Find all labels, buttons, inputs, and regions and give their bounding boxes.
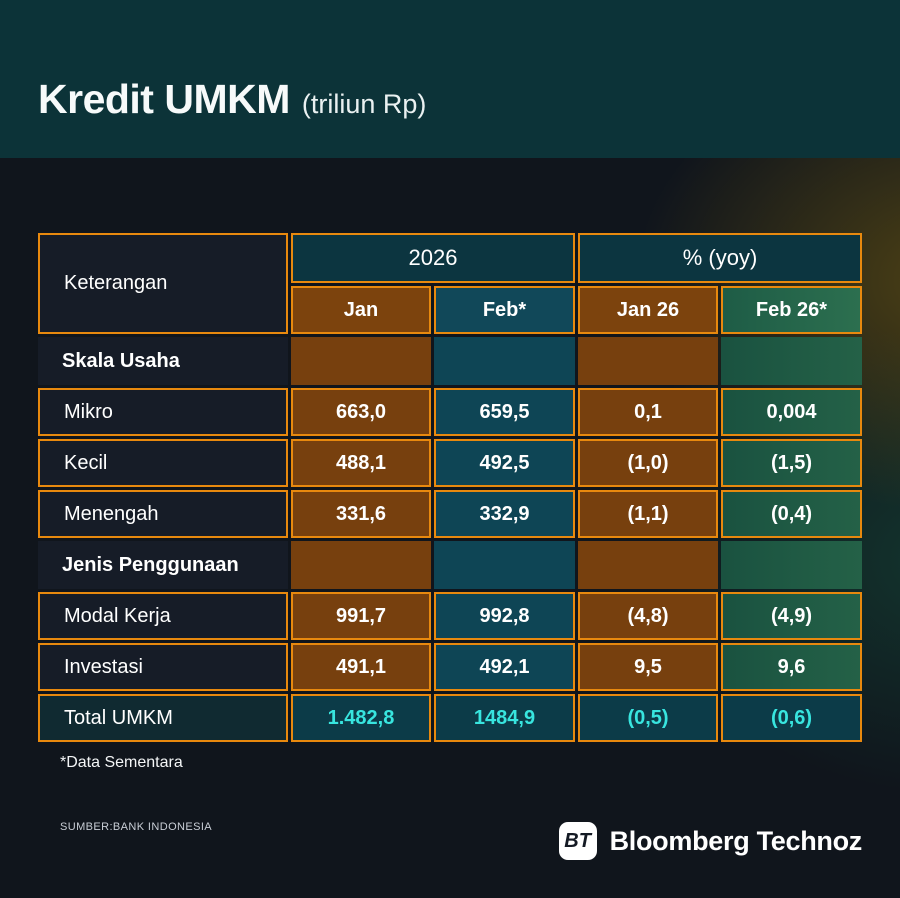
total-value-cell: 1484,9 xyxy=(434,694,575,742)
table-corner-label: Keterangan xyxy=(38,233,288,334)
title-unit: (triliun Rp) xyxy=(301,89,427,119)
total-value-cell: 1.482,8 xyxy=(291,694,431,742)
value-cell: 9,6 xyxy=(721,643,862,691)
value-cell: 332,9 xyxy=(434,490,575,538)
column-group-2026: 2026 xyxy=(291,233,575,283)
value-cell: 9,5 xyxy=(578,643,718,691)
bt-logo-icon: BT xyxy=(558,822,597,860)
value-cell: (1,1) xyxy=(578,490,718,538)
value-cell: 331,6 xyxy=(291,490,431,538)
value-cell: 663,0 xyxy=(291,388,431,436)
section-header: Skala Usaha xyxy=(38,337,288,385)
row-label: Investasi xyxy=(38,643,288,691)
section-spacer-cell xyxy=(434,337,575,385)
header-band xyxy=(0,0,900,158)
value-cell: 492,1 xyxy=(434,643,575,691)
section-spacer-cell xyxy=(434,541,575,589)
section-spacer-cell xyxy=(578,541,718,589)
value-cell: (4,8) xyxy=(578,592,718,640)
value-cell: 659,5 xyxy=(434,388,575,436)
value-cell: 992,8 xyxy=(434,592,575,640)
title-text: Kredit UMKM xyxy=(38,76,290,122)
section-spacer-cell xyxy=(578,337,718,385)
value-cell: 991,7 xyxy=(291,592,431,640)
value-cell: 488,1 xyxy=(291,439,431,487)
row-label: Kecil xyxy=(38,439,288,487)
value-cell: 0,004 xyxy=(721,388,862,436)
value-cell: 491,1 xyxy=(291,643,431,691)
column-header-jan: Jan xyxy=(291,286,431,334)
value-cell: (1,0) xyxy=(578,439,718,487)
column-group-yoy: % (yoy) xyxy=(578,233,862,283)
value-cell: 0,1 xyxy=(578,388,718,436)
footnote: *Data Sementara xyxy=(60,754,183,771)
value-cell: 492,5 xyxy=(434,439,575,487)
data-table: Keterangan 2026 % (yoy) Jan Feb* Jan 26 … xyxy=(38,233,862,742)
section-spacer-cell xyxy=(721,337,862,385)
page-title: Kredit UMKM (triliun Rp) xyxy=(38,76,426,123)
logo-name: Bloomberg Technoz xyxy=(609,825,863,856)
total-value-cell: (0,5) xyxy=(578,694,718,742)
value-cell: (0,4) xyxy=(721,490,862,538)
section-header: Jenis Penggunaan xyxy=(38,541,288,589)
section-spacer-cell xyxy=(721,541,862,589)
value-cell: (4,9) xyxy=(721,592,862,640)
column-header-jan26: Jan 26 xyxy=(578,286,718,334)
value-cell: (1,5) xyxy=(721,439,862,487)
column-header-feb: Feb* xyxy=(434,286,575,334)
row-label: Menengah xyxy=(38,490,288,538)
source-label: SUMBER:BANK INDONESIA xyxy=(60,821,213,833)
total-row-label: Total UMKM xyxy=(38,694,288,742)
row-label: Modal Kerja xyxy=(38,592,288,640)
section-spacer-cell xyxy=(291,541,431,589)
column-header-feb26: Feb 26* xyxy=(721,286,862,334)
row-label: Mikro xyxy=(38,388,288,436)
total-value-cell: (0,6) xyxy=(721,694,862,742)
section-spacer-cell xyxy=(291,337,431,385)
bloomberg-technoz-logo: BT Bloomberg Technoz xyxy=(558,822,863,860)
